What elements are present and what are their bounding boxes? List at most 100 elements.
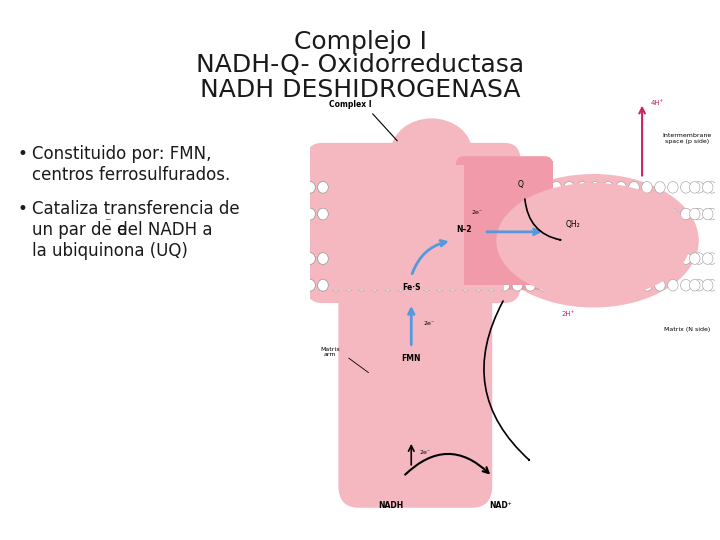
Text: N–2: N–2 — [456, 225, 472, 234]
Circle shape — [654, 280, 665, 291]
Circle shape — [512, 208, 523, 220]
Circle shape — [538, 208, 549, 220]
Circle shape — [693, 280, 704, 291]
Circle shape — [318, 280, 328, 291]
Circle shape — [538, 253, 549, 265]
Text: Fe·S: Fe·S — [402, 283, 420, 292]
Circle shape — [447, 181, 458, 193]
Circle shape — [421, 253, 432, 265]
Circle shape — [629, 253, 639, 265]
Circle shape — [693, 208, 704, 220]
Circle shape — [395, 181, 406, 193]
Circle shape — [654, 181, 665, 193]
Circle shape — [499, 181, 510, 193]
Circle shape — [369, 181, 380, 193]
Ellipse shape — [391, 118, 472, 185]
Circle shape — [499, 253, 510, 265]
Circle shape — [408, 280, 419, 291]
Circle shape — [616, 253, 626, 265]
Circle shape — [330, 280, 341, 291]
Bar — [322, 165, 505, 289]
Circle shape — [460, 181, 471, 193]
Circle shape — [408, 253, 419, 265]
Circle shape — [642, 253, 652, 265]
Text: Constituido por: FMN,: Constituido por: FMN, — [32, 145, 212, 163]
Circle shape — [564, 181, 575, 193]
Circle shape — [680, 280, 691, 291]
Circle shape — [703, 181, 713, 193]
Circle shape — [343, 208, 354, 220]
Circle shape — [703, 208, 713, 220]
Circle shape — [330, 181, 341, 193]
Circle shape — [395, 280, 406, 291]
Circle shape — [525, 253, 536, 265]
Circle shape — [680, 253, 691, 265]
Circle shape — [629, 280, 639, 291]
Circle shape — [382, 253, 393, 265]
Circle shape — [318, 181, 328, 193]
Text: FMN: FMN — [402, 354, 421, 363]
Text: 4H⁺: 4H⁺ — [650, 100, 664, 106]
Text: 2H⁺: 2H⁺ — [561, 312, 575, 318]
Circle shape — [551, 253, 562, 265]
Circle shape — [486, 181, 497, 193]
Circle shape — [305, 181, 315, 193]
Circle shape — [564, 208, 575, 220]
Circle shape — [667, 280, 678, 291]
Circle shape — [305, 253, 315, 265]
Circle shape — [305, 280, 315, 291]
Circle shape — [629, 208, 639, 220]
Circle shape — [447, 253, 458, 265]
Circle shape — [703, 253, 713, 265]
Ellipse shape — [488, 174, 699, 307]
Circle shape — [369, 280, 380, 291]
Circle shape — [305, 181, 315, 193]
Circle shape — [473, 181, 484, 193]
Circle shape — [551, 280, 562, 291]
Circle shape — [616, 208, 626, 220]
Circle shape — [447, 208, 458, 220]
Circle shape — [590, 253, 600, 265]
Text: Cataliza transferencia de: Cataliza transferencia de — [32, 200, 240, 218]
Circle shape — [538, 280, 549, 291]
Circle shape — [421, 181, 432, 193]
Circle shape — [690, 253, 700, 265]
Circle shape — [305, 280, 315, 291]
Circle shape — [305, 253, 315, 265]
Circle shape — [395, 208, 406, 220]
Circle shape — [305, 280, 315, 291]
Circle shape — [525, 208, 536, 220]
Circle shape — [369, 253, 380, 265]
Circle shape — [330, 208, 341, 220]
FancyArrowPatch shape — [484, 301, 529, 460]
FancyBboxPatch shape — [306, 143, 521, 303]
Circle shape — [642, 280, 652, 291]
Circle shape — [486, 208, 497, 220]
Circle shape — [551, 208, 562, 220]
Circle shape — [486, 280, 497, 291]
Circle shape — [525, 280, 536, 291]
Circle shape — [706, 280, 717, 291]
Circle shape — [716, 253, 720, 265]
Circle shape — [690, 280, 700, 291]
Circle shape — [680, 208, 691, 220]
Circle shape — [318, 208, 328, 220]
Circle shape — [486, 253, 497, 265]
Circle shape — [512, 280, 523, 291]
Circle shape — [654, 253, 665, 265]
Circle shape — [590, 181, 600, 193]
Circle shape — [603, 208, 613, 220]
FancyBboxPatch shape — [338, 232, 492, 508]
Text: ⁻: ⁻ — [104, 216, 111, 229]
Circle shape — [667, 208, 678, 220]
Circle shape — [318, 208, 328, 220]
Text: centros ferrosulfurados.: centros ferrosulfurados. — [32, 166, 230, 184]
Circle shape — [356, 208, 367, 220]
Circle shape — [305, 181, 315, 193]
Circle shape — [706, 253, 717, 265]
Circle shape — [616, 280, 626, 291]
Text: un par de e: un par de e — [32, 221, 127, 239]
Text: NADH DESHIDROGENASA: NADH DESHIDROGENASA — [199, 78, 521, 102]
Circle shape — [408, 181, 419, 193]
Circle shape — [538, 181, 549, 193]
